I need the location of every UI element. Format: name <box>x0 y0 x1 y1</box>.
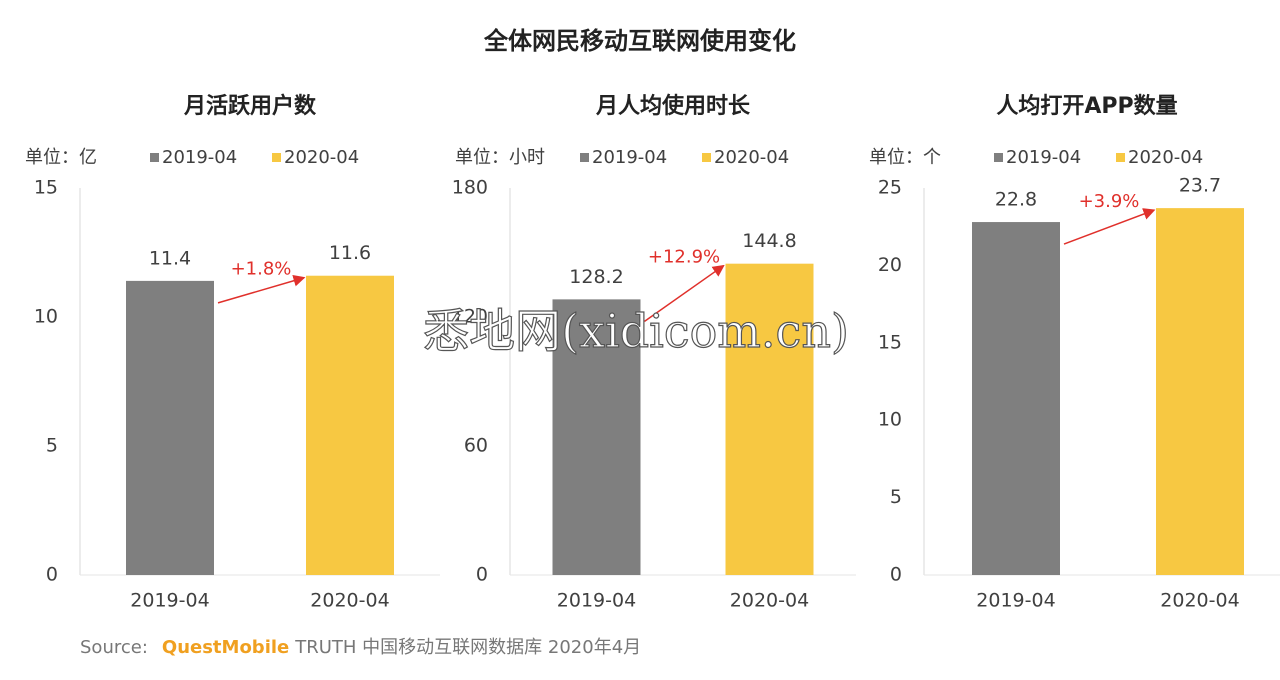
growth-arrow <box>217 274 306 304</box>
bar <box>725 263 814 575</box>
y-tick-label: 180 <box>452 177 488 199</box>
data-label: 128.2 <box>569 266 623 288</box>
growth-arrow <box>1063 208 1156 245</box>
source-label: Source: <box>80 637 148 658</box>
unit-label: 单位：小时 <box>455 147 545 168</box>
legend-swatch <box>702 153 711 162</box>
legend-label: 2019-04 <box>162 147 237 168</box>
source-text: TRUTH 中国移动互联网数据库 2020年4月 <box>294 637 641 658</box>
legend-label: 2020-04 <box>284 147 359 168</box>
source-brand: QuestMobile <box>162 637 289 658</box>
growth-label: +3.9% <box>1079 191 1140 212</box>
legend-swatch <box>150 153 159 162</box>
y-tick-label: 5 <box>46 435 58 457</box>
y-tick-label: 0 <box>46 564 58 586</box>
unit-label: 单位：亿 <box>25 147 97 168</box>
legend-swatch <box>272 153 281 162</box>
panel-title: 人均打开APP数量 <box>996 93 1177 119</box>
data-label: 144.8 <box>742 230 796 252</box>
bar <box>972 222 1060 575</box>
legend-label: 2019-04 <box>592 147 667 168</box>
unit-label: 单位：个 <box>869 147 941 168</box>
bar <box>1156 208 1244 575</box>
x-tick-label: 2020-04 <box>1160 590 1239 612</box>
data-label: 23.7 <box>1179 175 1221 197</box>
y-tick-label: 25 <box>878 177 902 199</box>
source: Source: QuestMobile TRUTH 中国移动互联网数据库 2020年… <box>80 637 641 658</box>
x-tick-label: 2019-04 <box>557 590 636 612</box>
panel-title: 月人均使用时长 <box>595 93 751 119</box>
legend-swatch <box>1116 153 1125 162</box>
growth-arrow <box>644 264 725 322</box>
data-label: 11.6 <box>329 242 371 264</box>
legend-swatch <box>994 153 1003 162</box>
bar <box>306 275 394 575</box>
panel-title: 月活跃用户数 <box>183 93 317 119</box>
legend-label: 2019-04 <box>1006 147 1081 168</box>
y-tick-label: 10 <box>878 409 902 431</box>
bar <box>552 299 641 575</box>
x-tick-label: 2019-04 <box>976 590 1055 612</box>
legend-label: 2020-04 <box>714 147 789 168</box>
growth-label: +12.9% <box>648 247 720 268</box>
data-label: 11.4 <box>149 247 191 269</box>
watermark: 悉地网(xidicom.cn) <box>423 304 849 358</box>
legend-swatch <box>580 153 589 162</box>
y-tick-label: 120 <box>452 306 488 328</box>
x-tick-label: 2020-04 <box>310 590 389 612</box>
y-tick-label: 20 <box>878 254 902 276</box>
x-tick-label: 2019-04 <box>130 590 209 612</box>
growth-label: +1.8% <box>231 259 292 280</box>
x-tick-label: 2020-04 <box>730 590 809 612</box>
y-tick-label: 10 <box>34 306 58 328</box>
y-tick-label: 0 <box>890 564 902 586</box>
y-tick-label: 15 <box>878 331 902 353</box>
main-title: 全体网民移动互联网使用变化 <box>483 27 796 55</box>
data-label: 22.8 <box>995 189 1037 211</box>
legend-label: 2020-04 <box>1128 147 1203 168</box>
y-tick-label: 15 <box>34 177 58 199</box>
y-tick-label: 0 <box>476 564 488 586</box>
y-tick-label: 5 <box>890 486 902 508</box>
y-tick-label: 60 <box>464 435 488 457</box>
bar <box>126 280 214 575</box>
